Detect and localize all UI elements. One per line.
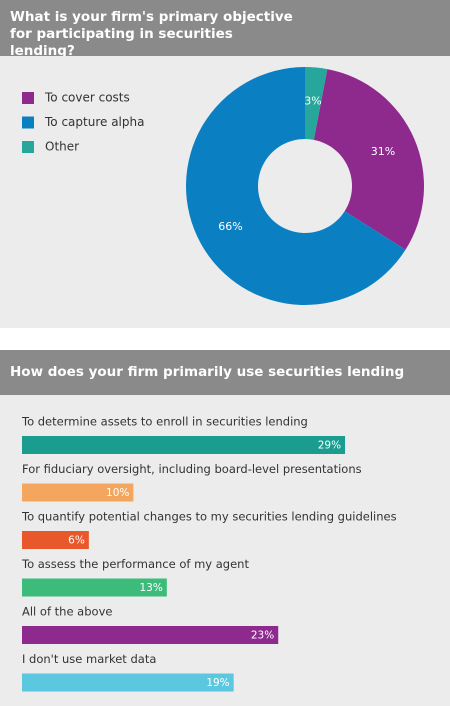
category-label: For fiduciary oversight, including board… — [22, 462, 362, 476]
legend-swatch — [22, 141, 34, 153]
bar — [22, 578, 167, 597]
bar — [22, 531, 89, 549]
legend-swatch — [22, 116, 34, 129]
header: How does your firm primarily use securit… — [0, 350, 450, 425]
donut-slice — [313, 69, 424, 250]
value-label: 29% — [318, 440, 341, 452]
donut-slice — [186, 67, 406, 305]
legend-swatch — [22, 92, 34, 104]
value-label: 6% — [68, 535, 85, 547]
value-label: 31% — [371, 145, 395, 158]
chart-title: What is your firm's primary objective fo… — [10, 9, 293, 59]
value-label: 23% — [251, 630, 274, 642]
legend-label: To cover costs — [44, 91, 130, 105]
bar — [22, 436, 346, 454]
value-label: 66% — [218, 220, 242, 233]
category-label: All of the above — [22, 605, 112, 619]
value-label: 3% — [304, 94, 321, 107]
bar — [22, 483, 134, 502]
header: What is your firm's primary objective fo… — [0, 0, 450, 59]
value-label: 19% — [206, 677, 229, 689]
category-label: To quantify potential changes to my secu… — [21, 510, 397, 524]
donut-chart: 31% To cover costs 66% To capture alpha 3% Ot… — [22, 67, 424, 305]
bar — [22, 626, 279, 644]
category-label: To determine assets to enroll in securit… — [21, 415, 308, 429]
bar — [22, 673, 234, 692]
legend-label: Other — [45, 140, 79, 154]
value-label: 10% — [106, 487, 129, 499]
legend-label: To capture alpha — [44, 115, 144, 129]
category-label: I don't use market data — [22, 652, 156, 666]
bar-chart: To determine assets to enroll in securit… — [21, 415, 397, 692]
donut-slice — [305, 67, 328, 140]
category-label: To assess the performance of my agent — [21, 557, 249, 571]
value-label: 13% — [139, 582, 162, 594]
